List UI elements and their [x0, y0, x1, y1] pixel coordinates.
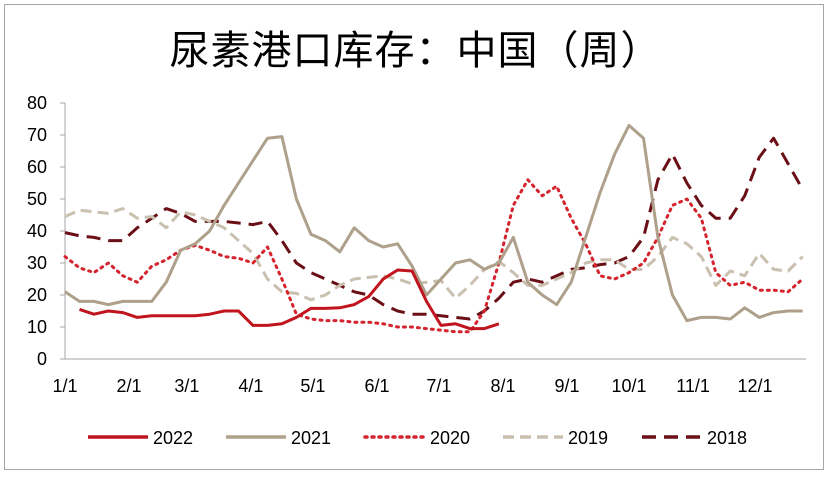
x-tick-label: 7/1: [426, 376, 451, 396]
legend-label-2022: 2022: [153, 428, 193, 448]
axes: 0 10 20 30 40 50 60 70 80 1/1 2/1 3/1 4/1 5/1 6/1 7/1 8/…: [27, 93, 806, 396]
y-tick-label: 20: [27, 285, 47, 305]
series-lines: [63, 123, 805, 334]
y-tick-label: 60: [27, 157, 47, 177]
x-tick-label: 1/1: [52, 376, 77, 396]
y-tick-label: 30: [27, 253, 47, 273]
y-tick-label: 10: [27, 317, 47, 337]
legend-label-2020: 2020: [430, 428, 470, 448]
legend-label-2019: 2019: [568, 428, 608, 448]
x-tick-label: 12/1: [738, 376, 773, 396]
x-tick-label: 6/1: [364, 376, 389, 396]
y-tick-label: 80: [27, 93, 47, 113]
chart-title: 尿素港口库存：中国（周）: [169, 28, 662, 74]
series-2020: [63, 178, 805, 334]
x-tick-label: 5/1: [300, 376, 325, 396]
x-tick-label: 9/1: [555, 376, 580, 396]
x-tick-label: 3/1: [174, 376, 199, 396]
x-tick-label: 2/1: [117, 376, 142, 396]
legend: 2022 2021 2020 2019 2018: [88, 428, 747, 448]
series-2022: [79, 268, 500, 331]
x-tick-label: 11/1: [676, 376, 710, 396]
chart-frame: [4, 4, 824, 470]
legend-label-2018: 2018: [707, 428, 747, 448]
series-2021: [64, 123, 803, 323]
legend-label-2021: 2021: [291, 428, 331, 448]
x-tick-label: 4/1: [238, 376, 263, 396]
x-tick-label: 10/1: [611, 376, 646, 396]
y-tick-label: 0: [37, 349, 47, 369]
series-2018: [64, 136, 804, 321]
x-tick-label: 8/1: [490, 376, 515, 396]
series-2019: [64, 207, 804, 302]
y-tick-label: 40: [27, 221, 47, 241]
y-tick-label: 70: [27, 125, 47, 145]
y-tick-label: 50: [27, 189, 47, 209]
